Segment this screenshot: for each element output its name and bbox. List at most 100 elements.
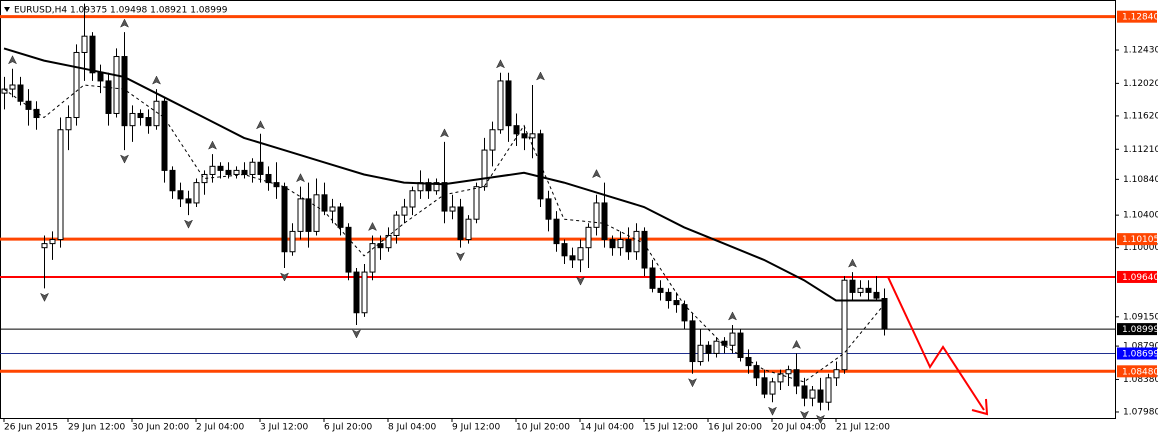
candle-body — [97, 72, 104, 82]
candle-body — [809, 389, 816, 399]
y-tick-label: 1.11620 — [1123, 111, 1158, 121]
candle-body — [881, 298, 888, 330]
candle-body — [241, 169, 248, 175]
price-label: 1.09640 — [1122, 273, 1158, 283]
candle-body — [825, 377, 832, 403]
x-tick-label: 8 Jul 04:00 — [388, 423, 437, 433]
x-tick-label: 9 Jul 12:00 — [452, 423, 501, 433]
fractal-down — [455, 252, 466, 262]
price-label-box — [1117, 323, 1157, 336]
candle-body — [657, 287, 664, 293]
candle-body — [41, 243, 48, 249]
candle-body — [785, 369, 792, 375]
candle-body — [729, 332, 736, 346]
candle-body — [689, 320, 696, 363]
fractal-up — [591, 169, 602, 179]
candle-body — [329, 206, 336, 212]
fractal-down — [815, 414, 826, 424]
candle-body — [409, 190, 416, 208]
candle-body — [713, 340, 720, 354]
x-tick-label: 15 Jul 12:00 — [644, 423, 698, 433]
candle-body — [873, 291, 880, 299]
fractal-up — [207, 140, 218, 150]
candle-body — [161, 100, 168, 171]
candle-body — [705, 344, 712, 354]
candle-body — [305, 198, 312, 232]
fractal-down — [183, 219, 194, 229]
candle-body — [433, 182, 440, 192]
fractal-up — [727, 311, 738, 321]
candle-body — [545, 198, 552, 220]
candle-body — [473, 186, 480, 220]
candle-body — [817, 389, 824, 403]
menu-triangle — [4, 7, 10, 12]
fractal-up — [295, 173, 306, 183]
candle-body — [665, 291, 672, 302]
price-label: 1.12840 — [1122, 13, 1158, 23]
candle-body — [833, 369, 840, 379]
candle-body — [633, 230, 640, 253]
candle-body — [377, 243, 384, 249]
candle-body — [233, 169, 240, 175]
candle-body — [753, 365, 760, 379]
candle-body — [153, 100, 160, 127]
candle-body — [537, 133, 544, 200]
y-tick-label: 1.08790 — [1123, 342, 1158, 352]
candle-body — [801, 385, 808, 399]
candle-body — [57, 129, 64, 241]
fractal-up — [535, 71, 546, 81]
candle-body — [481, 149, 488, 188]
price-label: 1.08699 — [1122, 349, 1158, 359]
fractal-up — [367, 221, 378, 232]
candle-body — [89, 35, 96, 74]
candle-body — [353, 271, 360, 314]
fractal-up — [119, 18, 130, 28]
price-label-box — [1117, 270, 1157, 283]
candle-body — [577, 247, 584, 261]
candle-body — [793, 369, 800, 387]
fractal-down — [687, 378, 698, 388]
candle-body — [145, 117, 152, 127]
fractal-down — [39, 292, 50, 302]
moving-average — [3, 47, 884, 302]
fractal-up — [151, 75, 162, 85]
candle-body — [641, 230, 648, 269]
y-tick-label: 1.08380 — [1123, 375, 1158, 385]
candle-body — [321, 194, 328, 212]
candle-body — [249, 161, 256, 175]
candle-body — [561, 243, 568, 257]
x-tick-label: 29 Jun 12:00 — [68, 423, 125, 433]
candle-body — [465, 218, 472, 241]
x-tick-label: 21 Jul 12:00 — [836, 423, 890, 433]
candle-body — [617, 239, 624, 249]
x-tick-label: 2 Jul 04:00 — [196, 423, 245, 433]
y-tick-label: 1.12020 — [1123, 79, 1158, 89]
candle-body — [601, 202, 608, 241]
candle-body — [593, 202, 600, 228]
y-tick-label: 1.07980 — [1123, 407, 1158, 417]
candle-body — [209, 165, 216, 175]
price-label-box — [1117, 10, 1157, 23]
fractal-down — [799, 410, 810, 420]
candle-body — [625, 239, 632, 253]
x-tick-label: 26 Jun 2015 — [4, 423, 58, 433]
candle-body — [225, 169, 232, 175]
candle-body — [769, 381, 776, 395]
candle-body — [401, 206, 408, 216]
x-tick-label: 16 Jul 20:00 — [708, 423, 762, 433]
candle-body — [193, 182, 200, 204]
candle-body — [513, 125, 520, 135]
candle-body — [257, 161, 264, 175]
candle-body — [289, 230, 296, 253]
candle-body — [521, 133, 528, 139]
candle-body — [297, 198, 304, 232]
price-label-box — [1117, 365, 1157, 378]
candle-body — [137, 112, 144, 119]
candle-body — [25, 100, 32, 110]
plot-layer — [0, 3, 1115, 424]
y-tick-label: 1.12430 — [1123, 46, 1158, 56]
candle-body — [553, 218, 560, 245]
candle-body — [585, 226, 592, 249]
x-tick-label: 30 Jun 20:00 — [132, 423, 189, 433]
